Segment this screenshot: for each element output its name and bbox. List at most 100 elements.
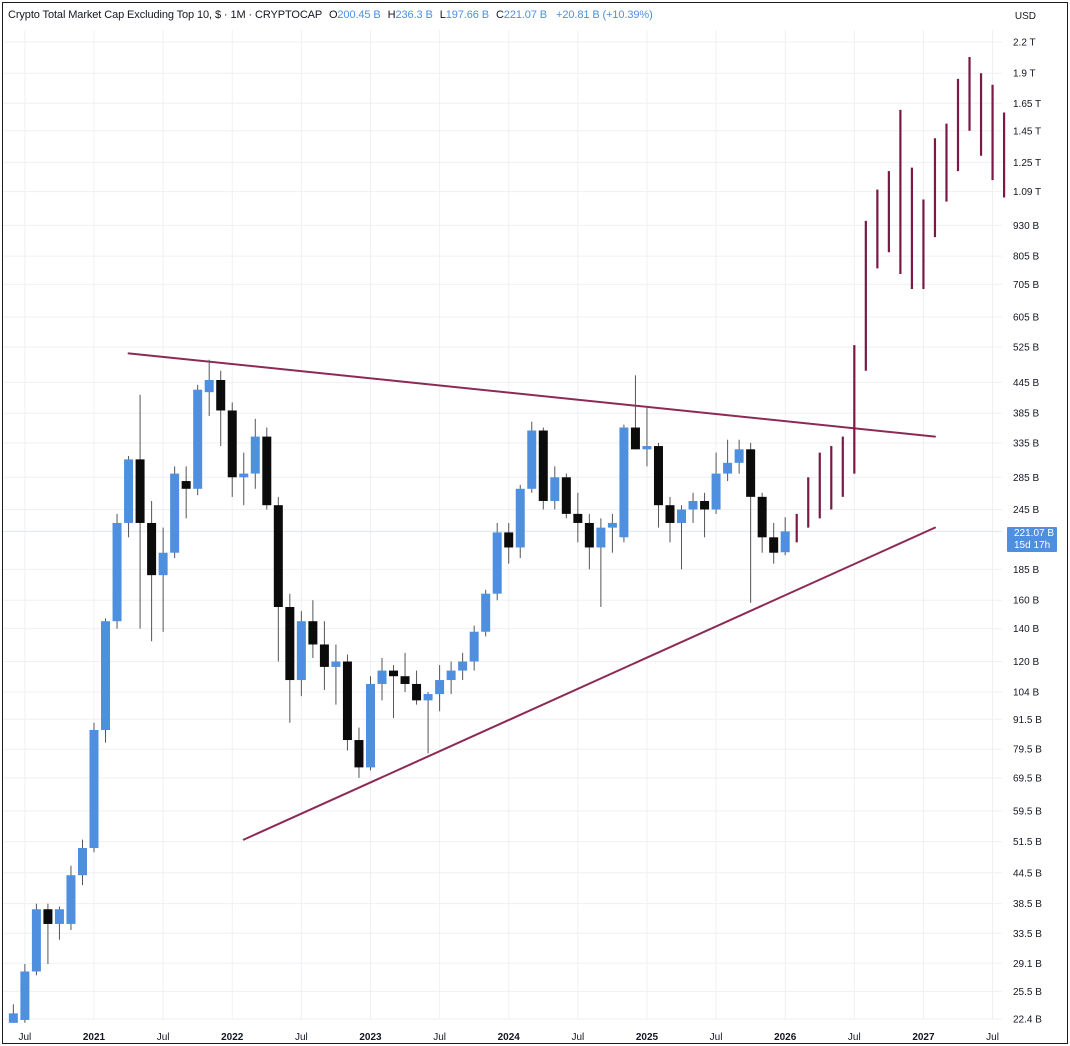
time-axis: Jul 2021 Jul 2022 Jul 2023 Jul 2024 Jul 2025 Jul 20… [18, 1032, 998, 1043]
candle [515, 484, 525, 559]
price-axis: 2.2 T 1.9 T 1.65 T 1.45 T 1.25 T 1.09 T 930 B 8… [1013, 38, 1042, 1026]
candle [389, 665, 399, 719]
grid-lines [3, 30, 1002, 1020]
x-tick-label: 2022 [221, 1032, 244, 1043]
candle [250, 418, 260, 489]
candle-body [573, 513, 583, 523]
candle-body [423, 694, 433, 701]
y-tick-label: 285 B [1013, 473, 1039, 484]
candle [619, 424, 629, 543]
candle-body [66, 875, 76, 924]
candle [446, 661, 456, 695]
open-label: O [328, 9, 338, 21]
candle-body [193, 389, 203, 489]
candles [8, 359, 790, 1023]
candle [89, 722, 99, 853]
candle-body [389, 670, 399, 677]
candle-body [308, 621, 318, 645]
x-tick-label: 2027 [912, 1032, 935, 1043]
x-tick-label: Jul [986, 1032, 999, 1043]
change-value: +20.81 B (+10.39%) [556, 9, 653, 21]
candle [584, 513, 594, 570]
candle [319, 621, 329, 690]
candle [700, 492, 710, 538]
candle-body [124, 459, 134, 523]
candle-body [296, 621, 306, 681]
candle [723, 439, 733, 482]
candle-body [653, 446, 663, 506]
candle-body [769, 537, 779, 553]
candle [607, 513, 617, 553]
y-tick-label: 335 B [1013, 438, 1039, 449]
candle-body [492, 532, 502, 594]
candle [688, 492, 698, 523]
x-tick-label: Jul [157, 1032, 170, 1043]
candle [101, 618, 111, 743]
resistance-trendline[interactable] [127, 352, 936, 438]
low-value: 197.66 B [445, 9, 489, 21]
x-tick-label: 2023 [359, 1032, 382, 1043]
y-tick-label: 69.5 B [1013, 773, 1042, 784]
candle-body [538, 430, 548, 501]
x-tick-label: Jul [710, 1032, 723, 1043]
candle [77, 839, 87, 886]
bar-countdown: 15d 17h [1014, 540, 1051, 551]
y-tick-label: 33.5 B [1013, 929, 1042, 940]
candle [423, 691, 433, 754]
candle [435, 665, 445, 712]
y-tick-label: 120 B [1013, 657, 1039, 668]
candle-body [354, 740, 364, 768]
candle [147, 500, 157, 642]
y-tick-label: 245 B [1013, 505, 1039, 516]
y-tick-label: 445 B [1013, 378, 1039, 389]
candle [170, 466, 180, 559]
candle-body [780, 531, 790, 553]
candle [412, 670, 422, 705]
candle-body [746, 449, 756, 497]
candle [181, 466, 191, 519]
candle [596, 518, 606, 608]
last-price-value: 221.07 B [1014, 528, 1055, 539]
candle-body [285, 607, 295, 681]
candle [158, 527, 168, 632]
candle [285, 593, 295, 723]
candle [262, 427, 272, 510]
x-tick-label: Jul [295, 1032, 308, 1043]
candle [492, 522, 502, 601]
candle [400, 652, 410, 692]
candle-body [596, 527, 606, 548]
candle [354, 727, 364, 778]
candle-body [227, 410, 237, 478]
candle-body [20, 971, 30, 1020]
candle-body [584, 522, 594, 548]
y-tick-label: 51.5 B [1013, 837, 1042, 848]
candle-body [757, 496, 767, 538]
candle-body [458, 661, 468, 671]
candle [239, 452, 249, 506]
y-tick-label: 805 B [1013, 252, 1039, 263]
x-tick-label: 2025 [636, 1032, 659, 1043]
candle [20, 963, 30, 1023]
candle [273, 496, 283, 662]
candle-body [342, 661, 352, 741]
open-value: 200.45 B [337, 9, 381, 21]
candle-body [677, 509, 687, 523]
candle-body [619, 427, 629, 538]
currency-label[interactable]: USD [1014, 11, 1036, 22]
candle [642, 407, 652, 467]
candle [630, 375, 640, 450]
low-label: L [439, 9, 446, 21]
y-tick-label: 2.2 T [1013, 38, 1036, 49]
candle-body [642, 446, 652, 450]
y-tick-label: 29.1 B [1013, 959, 1042, 970]
candle-body [504, 532, 514, 548]
candle [43, 903, 53, 964]
candle [331, 644, 341, 705]
candle-body [43, 909, 53, 924]
candle [135, 394, 145, 629]
candle-body [181, 481, 191, 489]
support-trendline[interactable] [242, 526, 936, 841]
y-tick-label: 1.9 T [1013, 69, 1036, 80]
